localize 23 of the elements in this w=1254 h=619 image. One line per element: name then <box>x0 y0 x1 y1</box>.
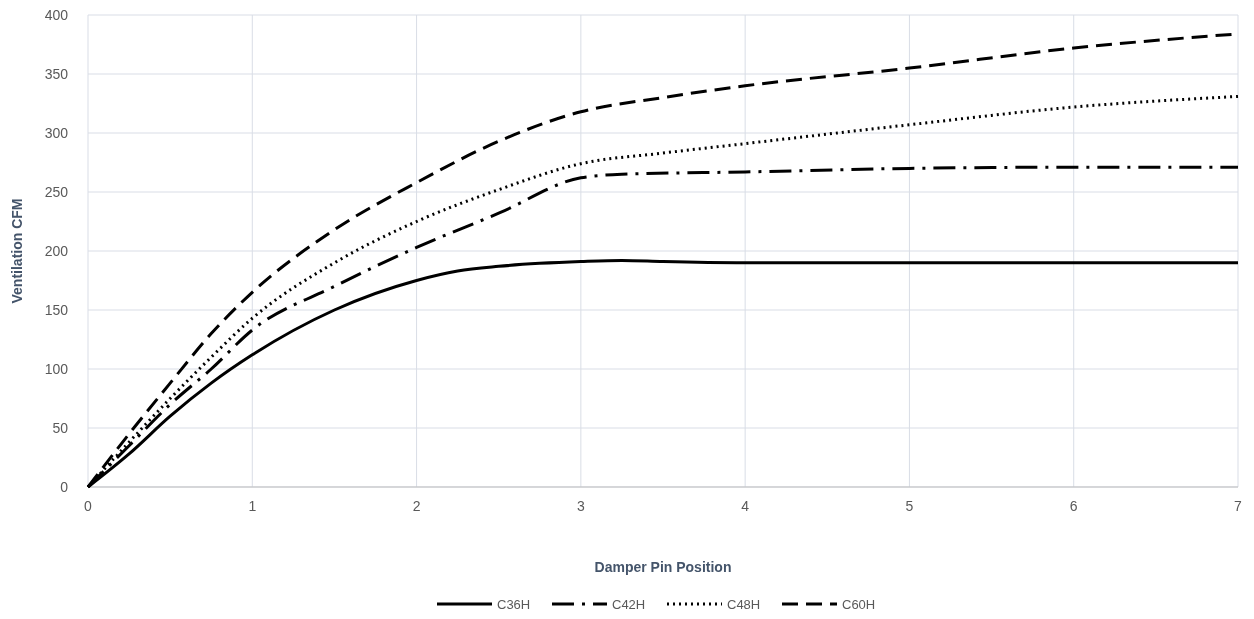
x-tick-label: 4 <box>741 498 750 514</box>
y-tick-label: 400 <box>44 6 69 23</box>
y-tick-label: 50 <box>52 419 69 436</box>
x-tick-label: 7 <box>1234 498 1243 514</box>
x-tick-label: 0 <box>84 498 93 514</box>
legend-label: C42H <box>612 596 646 612</box>
legend-label: C48H <box>727 596 761 612</box>
y-tick-label: 100 <box>44 360 69 377</box>
x-tick-label: 2 <box>412 498 421 514</box>
y-tick-label: 300 <box>44 124 69 141</box>
y-tick-label: 250 <box>44 183 69 200</box>
x-tick-label: 6 <box>1069 498 1078 514</box>
x-tick-label: 1 <box>248 498 257 514</box>
x-tick-label: 5 <box>905 498 914 514</box>
x-tick-label: 3 <box>576 498 585 514</box>
y-tick-label: 0 <box>60 478 69 495</box>
y-tick-label: 150 <box>44 301 69 318</box>
legend-label: C60H <box>842 596 876 612</box>
y-tick-label: 200 <box>44 242 69 259</box>
x-axis-title: Damper Pin Position <box>594 559 732 575</box>
legend-label: C36H <box>497 596 531 612</box>
y-axis-title: Ventilation CFM <box>9 198 25 304</box>
y-tick-label: 350 <box>44 65 69 82</box>
